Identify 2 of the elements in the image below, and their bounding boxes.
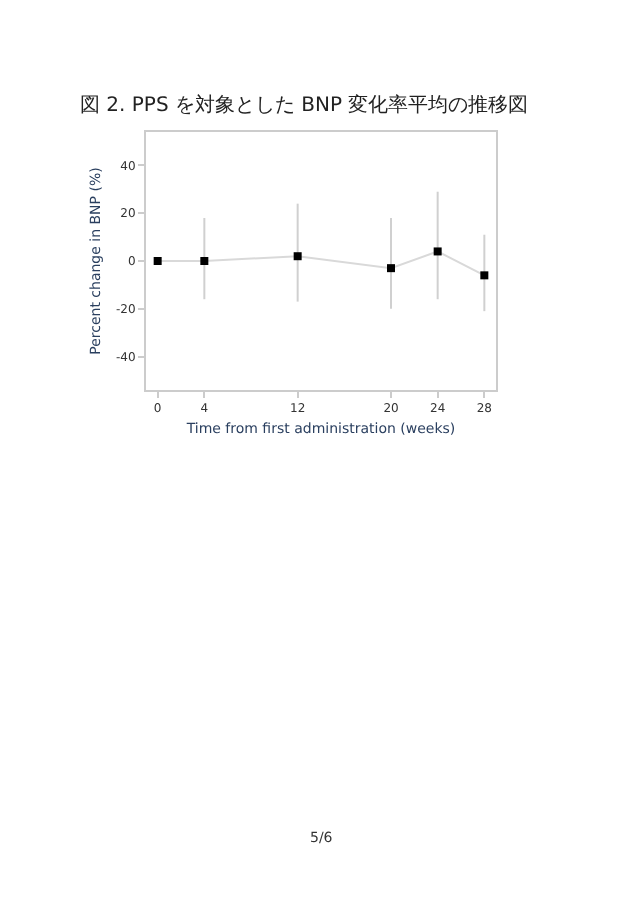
line-series: [156, 250, 486, 277]
chart-title: 図 2. PPS を対象とした BNP 変化率平均の推移図: [80, 93, 529, 117]
